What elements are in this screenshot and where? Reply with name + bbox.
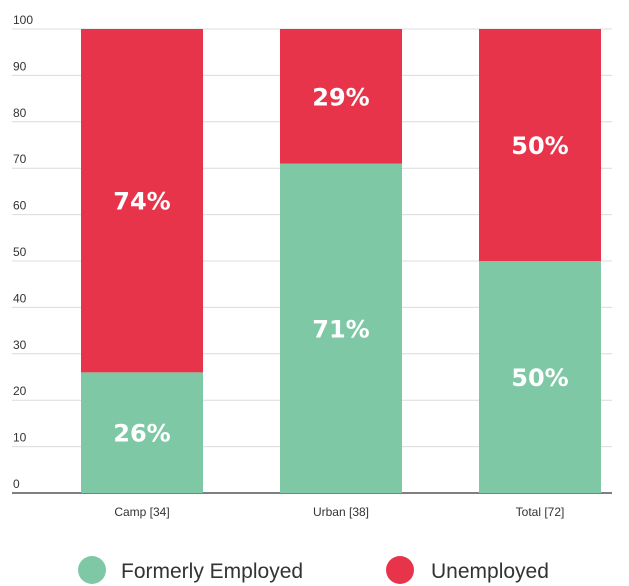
- legend-swatch: [78, 556, 106, 584]
- data-label: 74%: [113, 188, 170, 216]
- y-tick-label: 70: [13, 152, 27, 166]
- legend-label: Unemployed: [431, 560, 549, 583]
- bars: 26% 74% 71% 29% 50% 50%: [81, 29, 601, 493]
- legend: Formerly Employed Unemployed: [78, 556, 549, 584]
- bar-segment: [81, 372, 203, 493]
- bar-segment: [479, 29, 601, 261]
- y-tick-label: 50: [13, 245, 27, 259]
- y-tick-label: 20: [13, 384, 27, 398]
- bar-segment: [81, 29, 203, 373]
- bar-segment: [280, 29, 402, 164]
- category-label: Urban [38]: [313, 505, 369, 519]
- y-tick-label: 90: [13, 59, 27, 73]
- y-tick-label: 0: [13, 477, 20, 491]
- y-tick-label: 100: [13, 13, 33, 27]
- y-tick-label: 30: [13, 338, 27, 352]
- category-labels: Camp [34] Urban [38] Total [72]: [114, 505, 564, 519]
- bar-segment: [479, 261, 601, 493]
- data-label: 26%: [113, 420, 170, 448]
- legend-label: Formerly Employed: [121, 560, 303, 583]
- data-label: 50%: [511, 132, 568, 160]
- y-axis-tick-labels: 0 10 20 30 40 50 60 70 80 90 100: [13, 13, 33, 491]
- category-label: Total [72]: [516, 505, 565, 519]
- data-label: 29%: [312, 83, 369, 111]
- data-label: 71%: [312, 315, 369, 343]
- y-tick-label: 40: [13, 291, 27, 305]
- category-label: Camp [34]: [114, 505, 169, 519]
- y-tick-label: 60: [13, 199, 27, 213]
- legend-swatch: [386, 556, 414, 584]
- y-tick-label: 10: [13, 431, 27, 445]
- y-tick-label: 80: [13, 106, 27, 120]
- data-label: 50%: [511, 364, 568, 392]
- bar-segment: [280, 163, 402, 493]
